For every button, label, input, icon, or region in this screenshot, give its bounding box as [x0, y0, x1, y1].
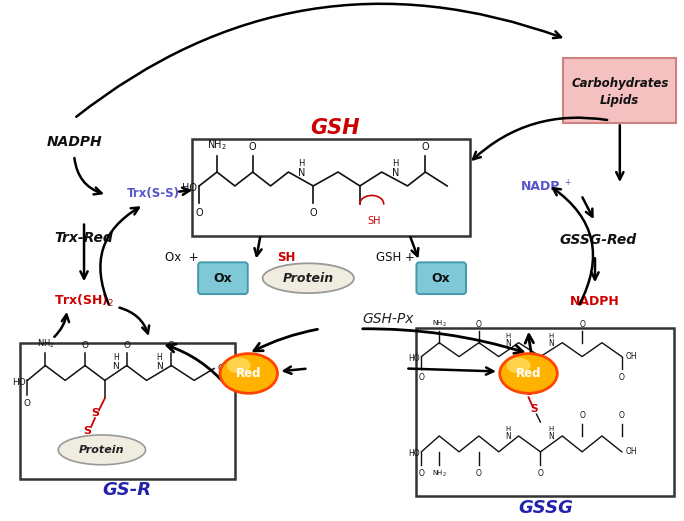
Text: GSSG-Red: GSSG-Red [560, 232, 637, 246]
Text: N: N [505, 432, 510, 441]
Text: HO: HO [12, 378, 25, 387]
Text: O: O [196, 208, 203, 218]
Text: Red: Red [516, 367, 541, 380]
Text: OH: OH [626, 448, 637, 456]
Text: O: O [579, 320, 585, 329]
Ellipse shape [263, 263, 354, 293]
Text: N: N [549, 339, 554, 348]
Text: GSH +: GSH + [376, 251, 415, 264]
Text: S: S [83, 426, 91, 436]
Text: O: O [538, 374, 543, 382]
Text: NH$_2$: NH$_2$ [207, 139, 227, 152]
Text: O: O [309, 208, 317, 218]
Ellipse shape [227, 357, 251, 374]
Text: GS-R: GS-R [102, 480, 151, 499]
Text: Carbohydrates: Carbohydrates [571, 77, 668, 90]
Text: O: O [579, 411, 585, 420]
Text: O: O [419, 374, 424, 382]
Text: O: O [619, 411, 624, 420]
Text: O: O [24, 399, 31, 408]
Text: H: H [549, 333, 554, 339]
Text: S: S [525, 387, 532, 398]
FancyBboxPatch shape [563, 58, 676, 123]
Text: Ox  +: Ox + [165, 251, 198, 264]
Text: NH$_2$: NH$_2$ [432, 469, 447, 479]
Text: NH$_2$: NH$_2$ [432, 319, 447, 329]
Text: Protein: Protein [282, 272, 334, 284]
Text: GSH-Px: GSH-Px [362, 312, 413, 326]
Text: S: S [531, 404, 538, 414]
FancyBboxPatch shape [417, 328, 674, 497]
Text: H: H [505, 426, 510, 432]
Text: GSH: GSH [311, 118, 360, 139]
Text: $^+$: $^+$ [563, 178, 573, 188]
Text: O: O [168, 341, 175, 350]
Text: H: H [393, 159, 399, 168]
FancyBboxPatch shape [192, 139, 470, 235]
Text: H: H [157, 353, 162, 362]
Text: H: H [505, 333, 510, 339]
Text: HO: HO [182, 183, 197, 193]
Text: NH$_2$: NH$_2$ [36, 337, 54, 350]
Ellipse shape [507, 357, 531, 374]
Text: NADPH: NADPH [47, 135, 102, 150]
Text: SH: SH [367, 216, 380, 226]
Text: Protein: Protein [79, 445, 124, 455]
Text: Ox: Ox [213, 272, 233, 284]
Text: Red: Red [236, 367, 261, 380]
FancyBboxPatch shape [198, 263, 248, 294]
Text: O: O [249, 142, 256, 152]
Ellipse shape [500, 354, 557, 393]
Text: SH: SH [277, 251, 295, 264]
Text: H: H [113, 353, 118, 362]
Text: O: O [476, 320, 482, 329]
Text: H: H [298, 159, 304, 168]
Text: O: O [476, 469, 482, 478]
Text: H: H [549, 426, 554, 432]
Text: N: N [505, 339, 510, 348]
Text: HO: HO [408, 449, 419, 458]
FancyBboxPatch shape [20, 343, 235, 479]
Text: N: N [298, 168, 305, 178]
Text: OH: OH [218, 364, 232, 373]
Text: O: O [421, 142, 429, 152]
Text: Trx(SH)$_2$: Trx(SH)$_2$ [54, 293, 114, 309]
Text: O: O [419, 469, 424, 478]
Text: OH: OH [626, 352, 637, 361]
Text: S: S [91, 408, 99, 418]
Text: N: N [549, 432, 554, 441]
Text: Trx(S-S): Trx(S-S) [127, 188, 180, 201]
Text: O: O [123, 341, 130, 350]
Text: NADPH: NADPH [570, 294, 620, 307]
Text: Lipids: Lipids [600, 94, 640, 107]
Text: NADP: NADP [521, 180, 560, 193]
Ellipse shape [220, 354, 278, 393]
Text: N: N [392, 168, 399, 178]
Text: GSSG: GSSG [518, 500, 573, 517]
Text: N: N [156, 362, 163, 371]
Text: O: O [619, 374, 624, 382]
Text: O: O [538, 469, 543, 478]
Text: Ox: Ox [432, 272, 451, 284]
Ellipse shape [58, 435, 146, 465]
Text: Trx-Red: Trx-Red [55, 230, 114, 244]
Text: HO: HO [408, 354, 419, 363]
FancyBboxPatch shape [417, 263, 466, 294]
Text: N: N [112, 362, 119, 371]
Text: O: O [81, 341, 88, 350]
